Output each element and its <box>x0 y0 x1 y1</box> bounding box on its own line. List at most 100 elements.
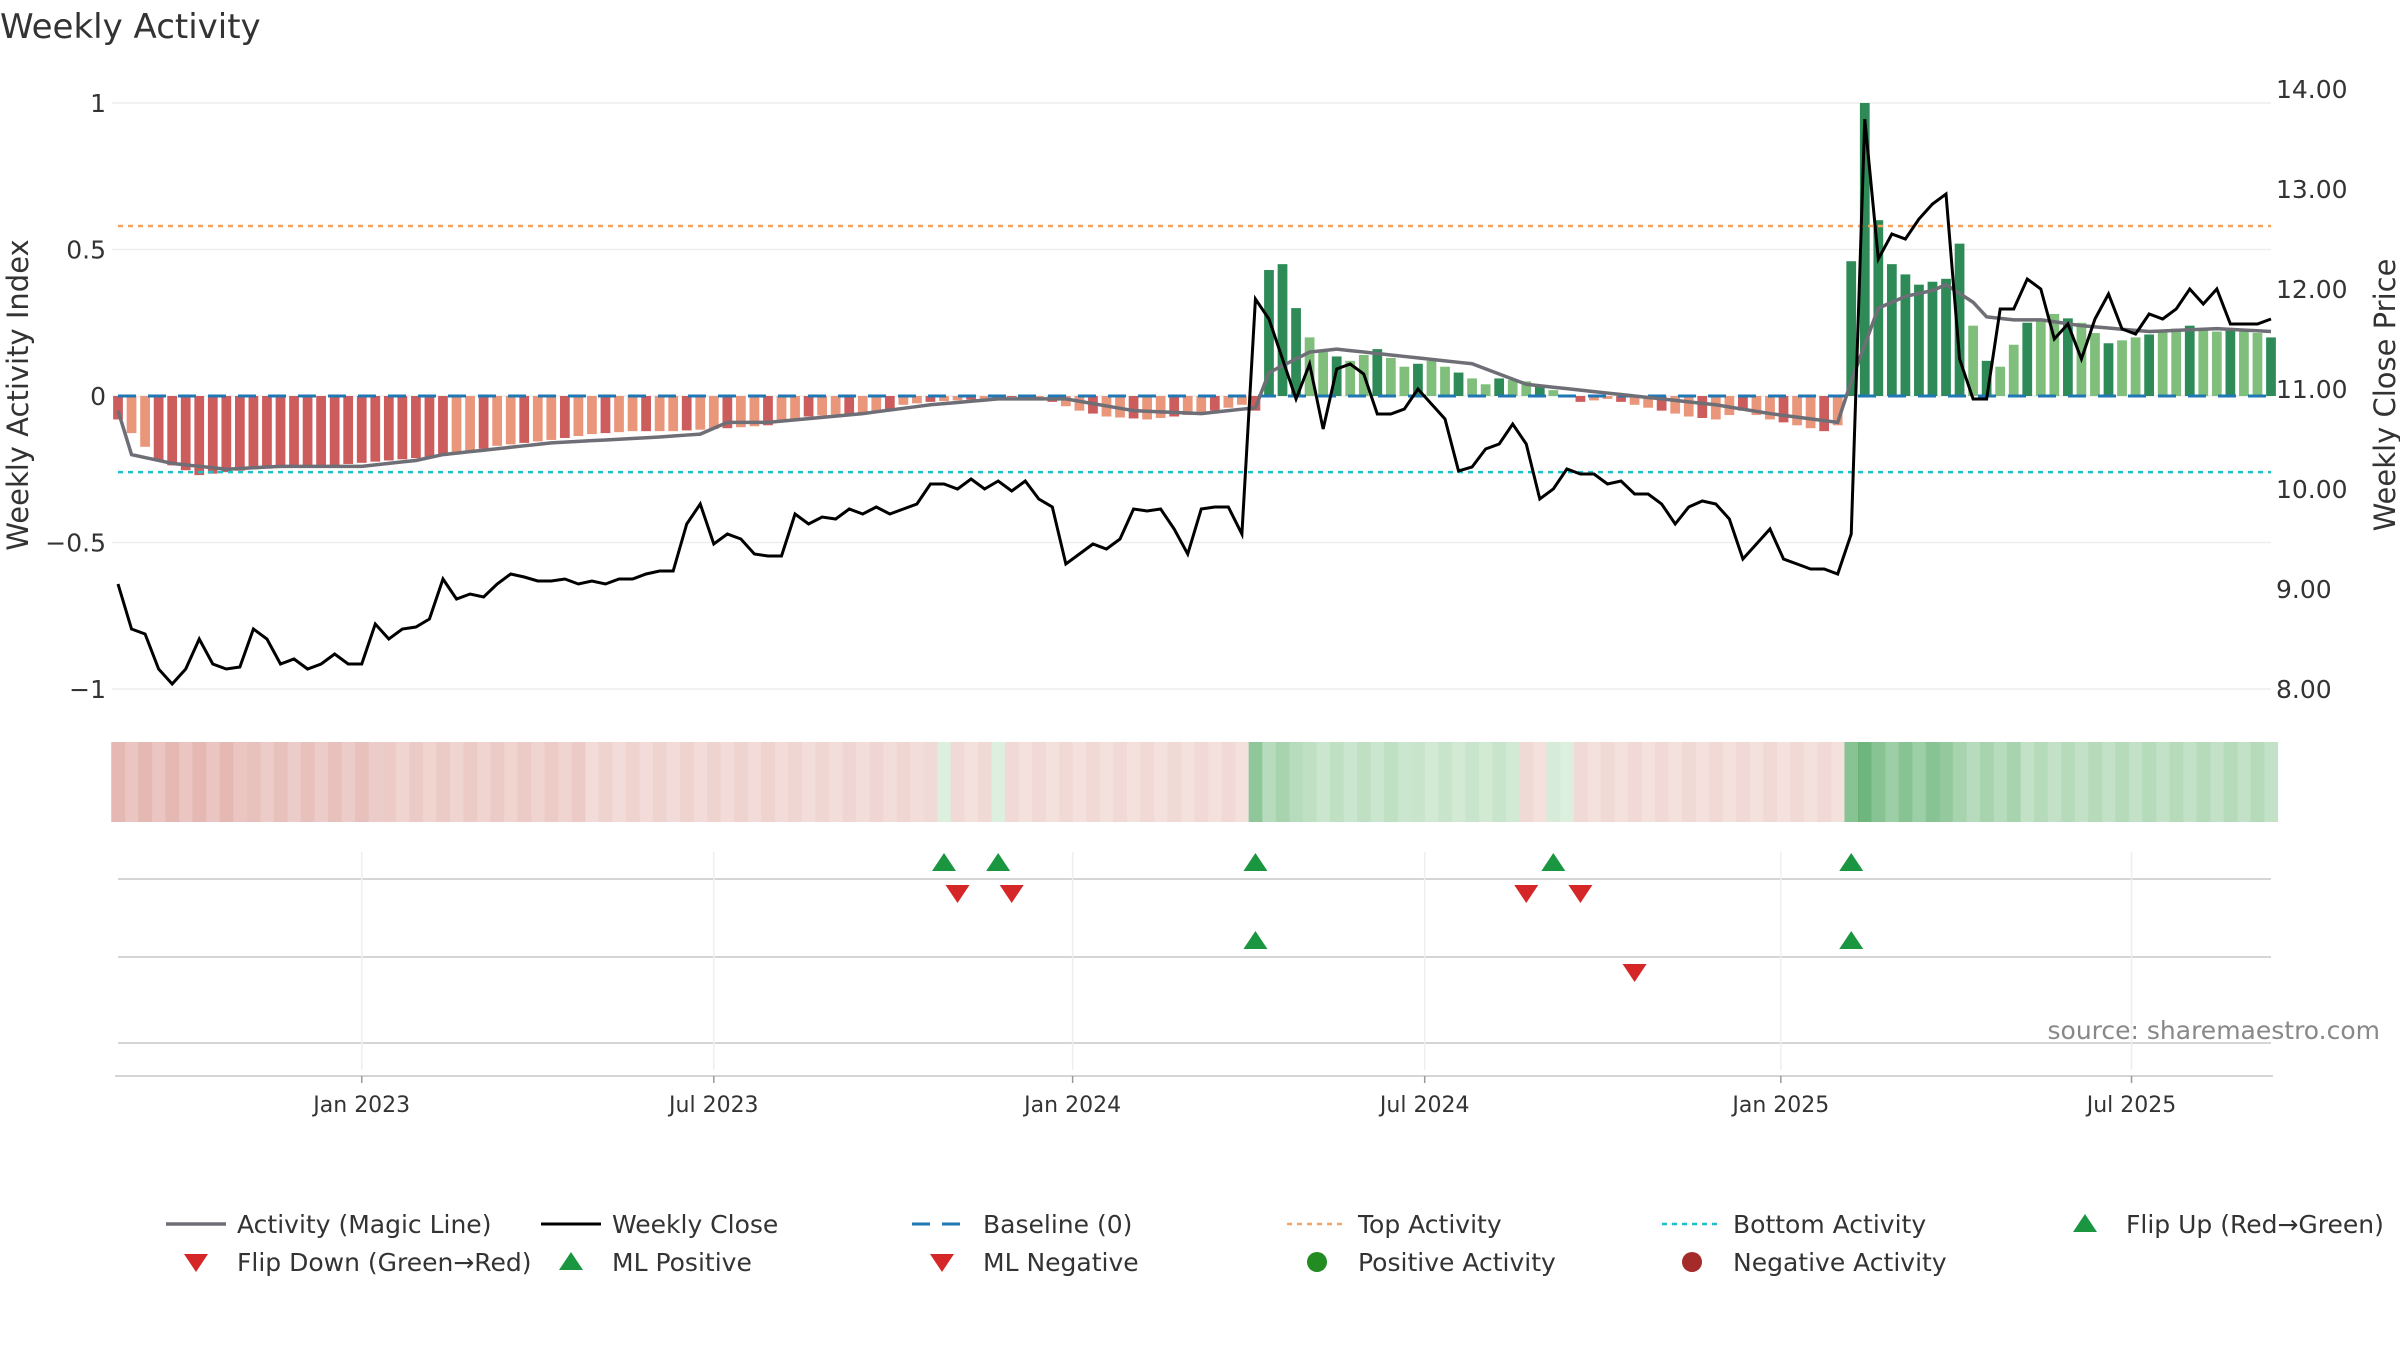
activity-bar <box>898 396 909 405</box>
strip-cell <box>571 742 586 822</box>
legend-swatch <box>184 1254 208 1272</box>
activity-bar <box>1060 396 1071 407</box>
y2-tick-label: 10.00 <box>2276 475 2348 504</box>
activity-bar <box>1494 378 1505 396</box>
activity-bar <box>532 396 543 442</box>
activity-bar <box>2198 328 2209 396</box>
strip-cell <box>273 742 288 822</box>
activity-bar <box>1656 396 1667 411</box>
activity-bar <box>1534 385 1545 396</box>
strip-cell <box>2155 742 2170 822</box>
activity-bar <box>1182 396 1193 416</box>
strip-cell <box>1316 742 1331 822</box>
strip-cell <box>165 742 180 822</box>
strip-cell <box>1627 742 1642 822</box>
x-tick-label: Jul 2024 <box>1378 1093 1470 1118</box>
strip-cell <box>1695 742 1710 822</box>
strip-cell <box>1045 742 1060 822</box>
strip-cell <box>1681 742 1696 822</box>
activity-bar <box>627 396 638 432</box>
activity-bar <box>2063 318 2073 396</box>
strip-cell <box>233 742 247 822</box>
strip-cell <box>517 742 532 822</box>
y-tick-label: 0 <box>90 382 106 411</box>
strip-cell <box>1302 742 1317 822</box>
ml-positive-marker <box>1243 931 1268 949</box>
strip-cell <box>1979 742 1994 822</box>
strip-cell <box>652 742 667 822</box>
activity-bar <box>2211 331 2222 396</box>
legend-item-mlpos: ML Positive <box>559 1248 752 1277</box>
activity-bar <box>817 396 828 416</box>
legend-swatch <box>559 1252 583 1270</box>
activity-bar <box>587 396 597 435</box>
activity-bar <box>1914 284 1924 396</box>
activity-bar <box>1507 379 1518 396</box>
activity-bar <box>1385 357 1396 396</box>
strip-cell <box>950 742 965 822</box>
activity-bar <box>383 396 394 461</box>
strip-cell <box>734 742 748 822</box>
magic-line <box>116 282 2272 472</box>
strip-cell <box>1153 742 1168 822</box>
y2-tick-label: 12.00 <box>2276 275 2348 304</box>
strip-cell <box>490 742 505 822</box>
activity-bar <box>1521 381 1532 396</box>
activity-bar <box>397 396 408 460</box>
activity-bar <box>1006 396 1017 397</box>
activity-bar <box>2103 343 2114 396</box>
legend-label: Flip Up (Red→Green) <box>2126 1210 2384 1239</box>
activity-bar <box>2252 333 2263 396</box>
activity-bar <box>1453 372 1464 396</box>
legend-label: Negative Activity <box>1733 1248 1947 1277</box>
strip-cell <box>1546 742 1561 822</box>
activity-bar <box>2035 318 2046 396</box>
activity-bar <box>952 396 963 401</box>
activity-bar <box>1683 396 1694 417</box>
activity-bar <box>1480 384 1491 396</box>
strip-cell <box>436 742 451 822</box>
strip-cell <box>1397 742 1412 822</box>
strip-cell <box>639 742 654 822</box>
flip-markers <box>931 853 1864 982</box>
strip-cell <box>855 742 870 822</box>
x-tick-label: Jul 2023 <box>667 1093 759 1118</box>
activity-bar <box>194 396 205 476</box>
legend-swatch <box>1307 1252 1327 1272</box>
strip-cell <box>1912 742 1927 822</box>
flip-down-marker <box>945 885 970 903</box>
strip-cell <box>1939 742 1954 822</box>
activity-bar <box>1995 366 2006 396</box>
strip-cell <box>1248 742 1263 822</box>
activity-bar <box>884 396 895 411</box>
activity-bar <box>329 396 340 466</box>
legend-item-flipdown: Flip Down (Green→Red) <box>184 1248 532 1277</box>
activity-bar <box>912 396 922 404</box>
y-tick-label: 1 <box>90 89 106 118</box>
activity-bar <box>722 396 733 429</box>
main-panel: 1 0.5 0 −0.5 −1 14.00 13.00 12.00 11.00 10.00 9.0… <box>1 75 2400 704</box>
strip-cell <box>2074 742 2089 822</box>
activity-bar <box>1765 396 1775 420</box>
legend-item-flipup: Flip Up (Red→Green) <box>2073 1210 2384 1239</box>
y-tick-label: 0.5 <box>66 236 106 265</box>
strip-cell <box>1573 742 1588 822</box>
activity-bar <box>1155 396 1166 418</box>
activity-bar <box>1440 366 1450 396</box>
strip-cell <box>1099 742 1114 822</box>
strip-cell <box>1654 742 1669 822</box>
activity-bar <box>1792 396 1802 426</box>
strip-cell <box>801 742 816 822</box>
activity-bar <box>1927 281 1938 396</box>
activity-bar <box>370 396 381 462</box>
strip-cell <box>395 742 410 822</box>
activity-bar <box>1900 274 1911 396</box>
strip-cell <box>463 742 478 822</box>
strip-cell <box>1235 742 1249 822</box>
strip-cell <box>1885 742 1899 822</box>
activity-bar <box>668 396 679 432</box>
strip-cell <box>1749 742 1764 822</box>
strip-cell <box>1763 742 1778 822</box>
strip-cell <box>707 742 721 822</box>
